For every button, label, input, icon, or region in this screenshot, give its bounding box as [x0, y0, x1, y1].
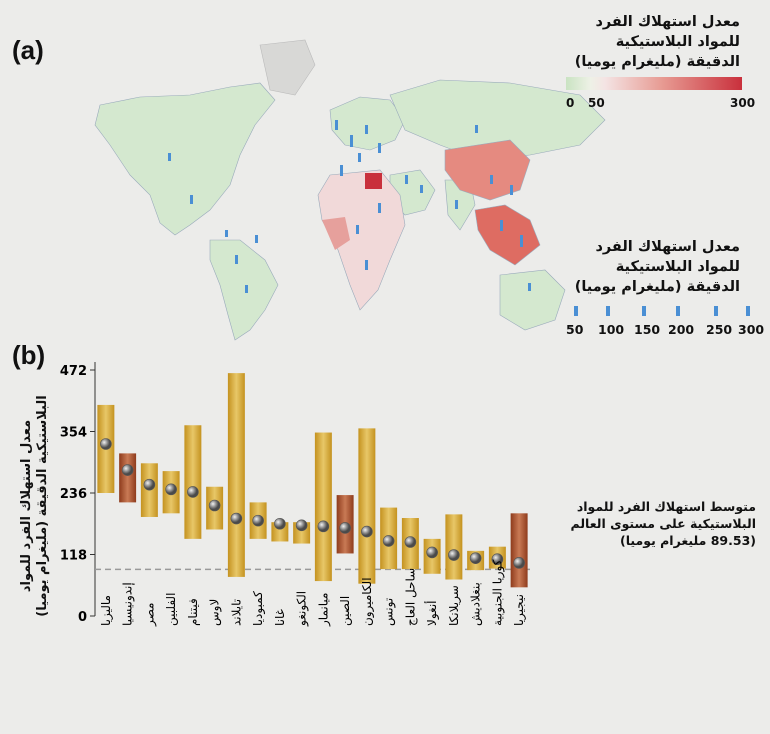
mean-point: [404, 536, 417, 548]
range-bar: [510, 513, 528, 588]
bar-legend-value: 150: [634, 322, 661, 337]
range-bar: [119, 453, 137, 503]
category-label: الصين: [338, 596, 353, 626]
category-label: إندونيسيا: [121, 582, 136, 626]
egypt-highlight: [365, 173, 382, 189]
mean-point: [274, 517, 286, 530]
north-america-shape: [94, 82, 276, 236]
category-label: الفلبين: [164, 593, 179, 626]
category-label: سريلانكا: [447, 585, 462, 626]
mean-point: [317, 520, 330, 533]
color-tick-50: 50: [588, 96, 605, 110]
panel-b-label: (b): [12, 340, 46, 370]
bar-legend-mark-100: [606, 306, 610, 316]
panel-a-label: (a): [12, 35, 44, 65]
range-bar: [314, 432, 332, 582]
bar-legend-mark-50: [574, 306, 578, 316]
china-shape: [444, 139, 531, 201]
category-label: ماليزيا: [99, 595, 114, 626]
mean-point: [230, 512, 243, 525]
bar-legend-value: 50: [566, 322, 584, 337]
range-bar: [227, 373, 245, 577]
category-label: الكاميرون: [360, 577, 375, 626]
bar-legend-mark-250: [714, 306, 718, 316]
y-tick-label: 118: [60, 549, 87, 564]
bar-legend-value: 300: [738, 322, 765, 337]
mean-point: [121, 464, 134, 476]
color-legend-line-2: للمواد البلاستيكية: [615, 34, 740, 50]
color-legend-line-1: معدل استهلاك الفرد: [595, 14, 740, 30]
bar-legend-mark-200: [676, 306, 680, 316]
color-tick-0: 0: [566, 96, 575, 110]
bar-legend-mark-300: [746, 306, 750, 316]
russia-shape: [389, 79, 606, 161]
bar-size-legend: 50 100 150 200 250 300: [566, 300, 764, 340]
bar-legend-mark-150: [642, 306, 646, 316]
south-america-shape: [209, 239, 279, 341]
bar-legend-value: 100: [598, 322, 625, 337]
mean-point: [252, 514, 264, 527]
category-label: ميانمار: [316, 593, 331, 627]
mean-point: [491, 553, 504, 565]
y-tick-label: 236: [60, 487, 87, 502]
mean-point: [165, 483, 177, 496]
mean-point: [208, 499, 221, 512]
mean-point: [187, 486, 199, 498]
category-label: نيجيريا: [512, 594, 527, 626]
australia-shape: [499, 269, 566, 331]
bar-legend-value: 200: [668, 322, 695, 337]
bar-legend-line-3: الدقيقة (مليغرام يوميا): [574, 279, 740, 295]
y-tick-label: 0: [78, 610, 87, 625]
category-label: غانا: [273, 609, 287, 626]
category-label: فيتنام: [186, 598, 200, 626]
color-scale-bar: [566, 77, 742, 90]
range-bar: [184, 425, 202, 539]
category-label: الكونغو: [295, 591, 310, 627]
bar-legend-line-2: للمواد البلاستيكية: [615, 259, 740, 275]
mean-point: [100, 438, 112, 450]
mean-point: [448, 549, 460, 561]
world-map: [94, 39, 606, 341]
category-label: كمبوديا: [251, 591, 266, 626]
mean-point: [382, 535, 395, 547]
category-label: تونس: [382, 598, 397, 626]
category-label: بنغلاديش: [469, 582, 484, 626]
mean-point: [469, 552, 482, 564]
range-bar: [358, 428, 376, 584]
category-label: كوريا الجنوبية: [490, 559, 505, 626]
range-bar: [445, 514, 463, 580]
y-tick-label: 472: [60, 364, 87, 379]
color-legend-line-3: الدقيقة (مليغرام يوميا): [574, 54, 740, 70]
europe-shape: [329, 96, 406, 151]
mean-point: [513, 557, 525, 569]
range-chart: 0 118 236 354 472 ماليزيا إندونيسيا مصر الفلبين ف…: [60, 362, 530, 627]
bar-legend-value: 250: [706, 322, 733, 337]
west-africa-highlight: [322, 217, 350, 250]
color-legend-title: معدل استهلاك الفرد للمواد البلاستيكية ال…: [510, 12, 740, 72]
mean-point: [426, 546, 438, 559]
global-average-note: متوسط استهلاك الفرد للمواد البلاستيكية ع…: [570, 499, 756, 548]
mean-point: [361, 525, 373, 538]
bar-legend-line-1: معدل استهلاك الفرد: [595, 239, 740, 255]
category-label: أنغولا: [424, 600, 440, 626]
category-label: لاوس: [208, 599, 223, 626]
bar-legend-title: معدل استهلاك الفرد للمواد البلاستيكية ال…: [510, 237, 740, 297]
color-tick-300: 300: [730, 96, 756, 110]
mean-point: [339, 522, 351, 534]
category-label: تايلاند: [229, 599, 243, 626]
southeast-asia-shape: [474, 204, 541, 266]
category-label: ساحل العاج: [403, 568, 417, 626]
category-label: مصر: [142, 603, 157, 627]
greenland-shape: [259, 39, 316, 96]
y-axis-title: معدل استهلاك الفرد للمواد البلاستيكية ال…: [19, 395, 50, 617]
mean-point: [295, 519, 308, 532]
mean-point: [143, 478, 156, 491]
y-tick-label: 354: [60, 426, 87, 441]
africa-shape: [317, 169, 406, 311]
